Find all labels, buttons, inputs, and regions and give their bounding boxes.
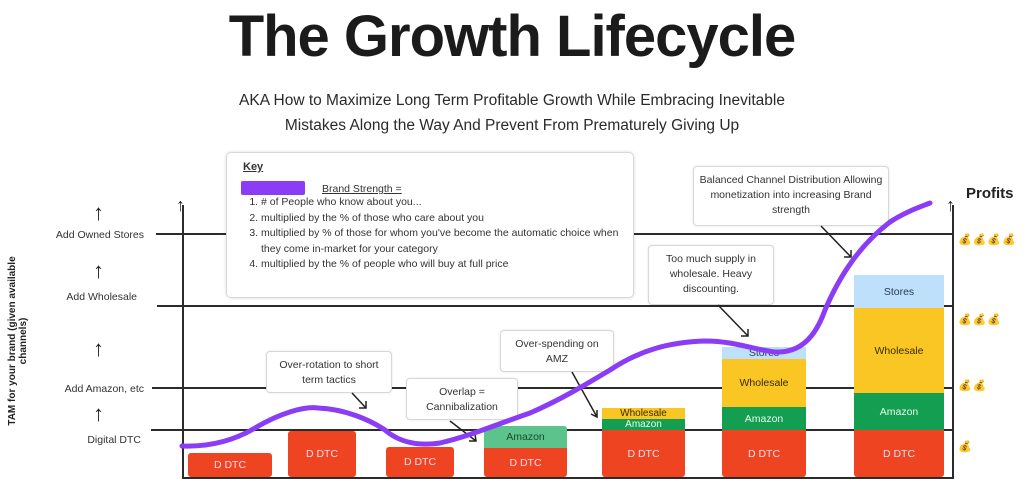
formula-item: # of People who know about you... — [261, 195, 631, 211]
up-arrow-icon: ↑ — [93, 258, 104, 283]
key-legend-box: Key Brand Strength = # of People who kno… — [226, 152, 634, 298]
tier-label-owned-stores: Add Owned Stores — [55, 229, 144, 241]
profit-level-1: 💰 — [958, 441, 973, 453]
x-axis-line — [182, 477, 954, 479]
y-axis-label: TAM for your brand (given available chan… — [7, 256, 29, 426]
arrow-icon — [449, 420, 477, 442]
formula-item: multiplied by % of those for whom you've… — [261, 226, 631, 257]
arrow-icon — [571, 371, 598, 419]
stage-3-dtc-block: D DTC — [386, 447, 454, 477]
stage-7-amazon-block: Amazon — [854, 393, 944, 430]
stage-7-stores-block: Stores — [854, 275, 944, 308]
formula-item: multiplied by the % of people who will b… — [261, 257, 631, 273]
y-axis-line — [182, 205, 184, 479]
callout-over-spending: Over-spending on AMZ — [500, 330, 614, 372]
key-heading: Key — [243, 161, 264, 173]
callout-balanced-distribution: Balanced Channel Distribution Allowing m… — [693, 166, 889, 226]
stage-5-amazon-block: Amazon — [602, 419, 685, 430]
y-axis-arrow-icon: ↑ — [176, 195, 185, 215]
stage-4-dtc-block: D DTC — [484, 448, 567, 477]
stage-6-amazon-block: Amazon — [722, 407, 806, 430]
brand-strength-swatch — [241, 181, 305, 195]
arrow-icon — [717, 304, 749, 337]
profit-level-4: 💰💰💰💰 — [958, 234, 1017, 246]
tier-label-digital-dtc: Digital DTC — [87, 434, 141, 446]
stage-5-wholesale-block: Wholesale — [602, 408, 685, 419]
stage-6-dtc-block: D DTC — [722, 430, 806, 477]
callout-too-much-supply: Too much supply in wholesale. Heavy disc… — [648, 245, 774, 305]
up-arrow-icon: ↑ — [93, 401, 104, 426]
tier-label-amazon: Add Amazon, etc — [64, 383, 144, 395]
up-arrow-icon: ↑ — [93, 200, 104, 225]
brand-strength-label: Brand Strength = — [322, 183, 402, 195]
brand-strength-formula-list: # of People who know about you... multip… — [241, 195, 631, 273]
subtitle-line-1: AKA How to Maximize Long Term Profitable… — [239, 92, 785, 109]
stage-2-dtc-block: D DTC — [288, 431, 356, 477]
callout-overlap: Overlap = Cannibalization — [406, 378, 518, 420]
profit-level-2: 💰💰 — [958, 380, 988, 392]
stage-7-wholesale-block: Wholesale — [854, 308, 944, 393]
subtitle-line-2: Mistakes Along the Way And Prevent From … — [284, 117, 740, 134]
stage-6-wholesale-block: Wholesale — [722, 359, 806, 407]
page-subtitle: AKA How to Maximize Long Term Profitable… — [0, 88, 1024, 138]
stage-1-dtc-block: D DTC — [188, 453, 272, 477]
stage-7-dtc-block: D DTC — [854, 430, 944, 477]
tier-label-wholesale: Add Wholesale — [66, 291, 137, 303]
stage-4-amazon-block: Amazon — [484, 426, 567, 448]
stage-5-dtc-block: D DTC — [602, 430, 685, 477]
formula-item: multiplied by the % of those who care ab… — [261, 211, 631, 227]
profits-axis-label: Profits — [966, 185, 1014, 202]
arrow-icon — [351, 392, 367, 409]
page-title: The Growth Lifecycle — [228, 4, 797, 69]
callout-over-rotation: Over-rotation to short term tactics — [266, 351, 392, 393]
tier-line-wholesale — [157, 305, 954, 307]
profit-level-3: 💰💰💰 — [958, 314, 1003, 326]
stage-6-stores-block: Stores — [722, 347, 806, 359]
up-arrow-icon: ↑ — [93, 336, 104, 361]
profits-axis-arrow-icon: ↑ — [946, 195, 955, 215]
arrow-icon — [820, 225, 852, 258]
profits-axis-line — [952, 205, 954, 479]
